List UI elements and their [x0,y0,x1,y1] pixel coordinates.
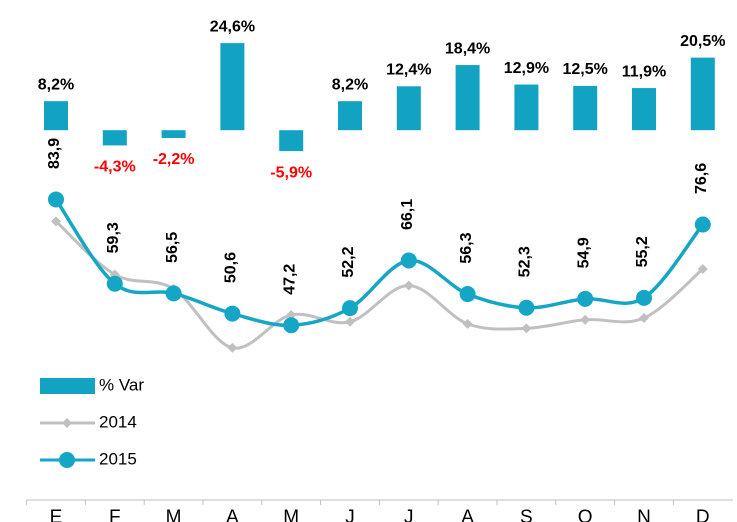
data-label: 83,9 [46,138,63,169]
x-tick-label: E [50,507,63,522]
bar [220,43,245,131]
x-tick-label: N [637,507,651,522]
data-label: 59,3 [105,222,122,253]
x-tick-label: M [283,507,299,522]
marker [580,314,591,325]
data-label: 66,1 [399,199,416,230]
marker [694,216,711,233]
marker [342,300,358,317]
marker [283,317,300,334]
bar [161,130,186,138]
x-tick-label: J [345,507,355,522]
bar [690,57,715,131]
marker [518,299,535,316]
data-label: 52,2 [340,246,357,277]
data-label: 52,3 [517,246,534,277]
legend-marker [62,418,72,428]
x-tick-label: O [578,507,593,522]
marker [165,285,182,302]
x-tick-label: S [520,507,533,522]
marker [462,318,473,329]
bar [573,85,598,131]
bar [514,84,539,131]
marker [345,316,355,327]
marker [521,323,532,334]
bar [396,86,421,131]
data-label: 56,5 [164,232,181,263]
legend-label: % Var [99,375,144,394]
x-tick-label: D [696,507,710,522]
data-label: 24,6% [210,18,255,35]
data-label: 11,9% [622,63,666,80]
data-label: 56,3 [458,232,475,263]
data-label: 20,5% [680,33,725,50]
bar [44,101,68,131]
marker [403,280,414,291]
data-label: 12,5% [563,61,608,78]
legend-marker [59,452,75,468]
legend-label: 2014 [99,412,137,431]
data-label: 8,2% [332,76,368,93]
x-tick-label: A [461,507,474,522]
marker [48,191,64,208]
data-label: 55,2 [634,236,651,267]
data-label: 54,9 [575,237,592,268]
bar [632,88,656,131]
marker [459,286,476,303]
data-label: 76,6 [693,163,710,194]
data-label: 12,4% [386,62,431,79]
data-label: -2,2% [153,151,195,168]
x-tick-label: A [226,507,239,522]
data-label: 50,6 [223,252,240,283]
marker [400,252,417,269]
marker [639,313,649,324]
x-tick-label: F [109,507,121,522]
marker [224,305,241,322]
data-label: -5,9% [270,164,312,181]
legend-item: % Var [40,375,144,394]
marker [577,290,594,307]
bar [102,130,127,146]
bar [279,130,304,152]
marker [227,342,238,353]
bar [455,65,480,131]
line [54,220,704,350]
marker [636,289,652,306]
line [54,198,705,327]
data-label: 18,4% [445,40,490,57]
legend-label: 2015 [99,449,137,468]
marker [286,309,297,320]
x-tick-label: J [404,507,414,522]
data-label: 12,9% [504,60,549,77]
marker [51,216,61,227]
marker [106,275,123,292]
legend-item: 2014 [40,412,137,431]
x-tick-label: M [166,507,182,522]
marker [697,264,708,275]
data-label: 8,2% [38,76,74,93]
legend-item: 2015 [40,449,137,468]
data-label: -4,3% [94,159,136,176]
data-label: 47,2 [281,264,298,295]
bar [338,101,362,131]
legend-swatch [40,378,95,394]
